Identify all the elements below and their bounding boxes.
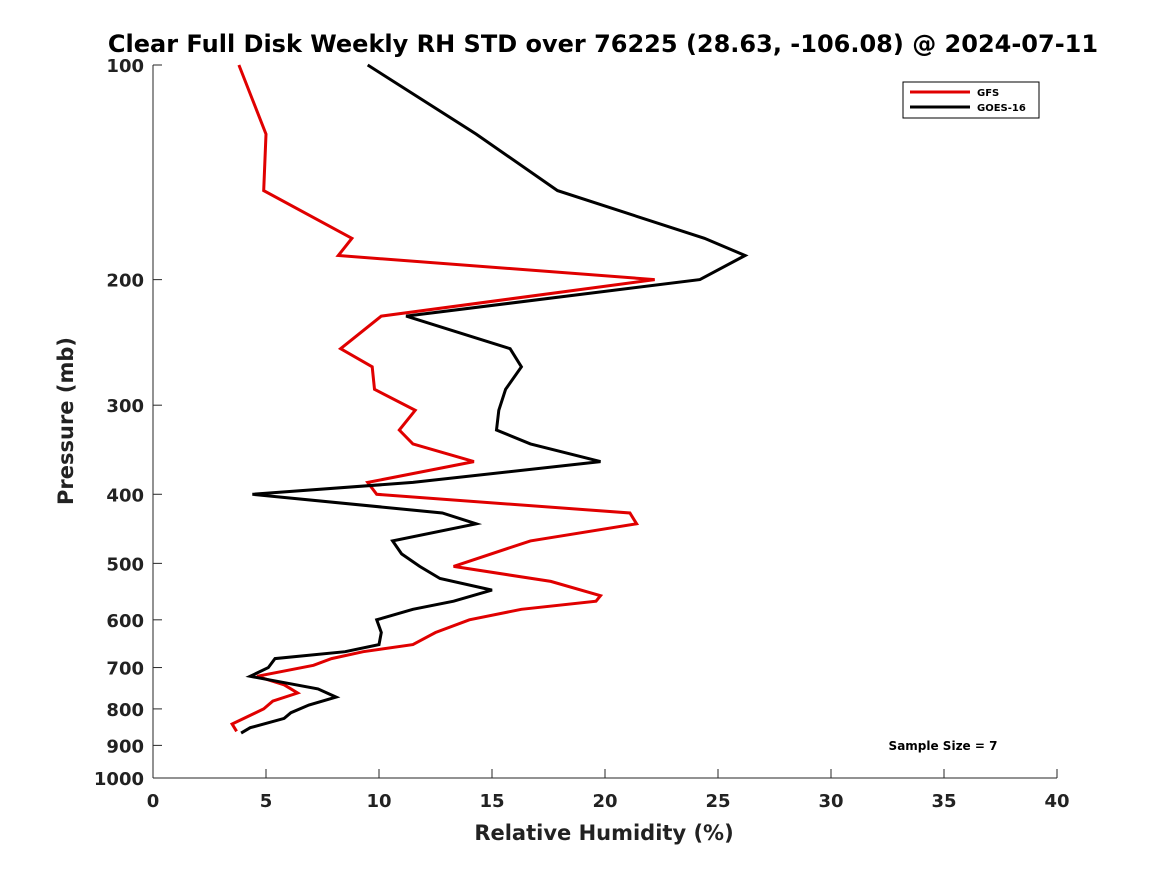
x-tick-label: 5	[260, 791, 273, 812]
x-axis-label: Relative Humidity (%)	[474, 821, 733, 845]
plot-area	[153, 65, 1057, 778]
legend-label-goes16: GOES-16	[977, 103, 1026, 114]
x-tick-label: 35	[931, 791, 956, 812]
x-tick-label: 30	[818, 791, 843, 812]
series-line-goes16	[240, 63, 749, 735]
x-tick-label: 20	[592, 791, 617, 812]
x-tick-label: 15	[479, 791, 504, 812]
sample-size-annotation: Sample Size = 7	[889, 739, 998, 753]
x-tick-labels: 0 5 10 15 20 25 30 35 40	[147, 791, 1070, 812]
x-tick-label: 25	[705, 791, 730, 812]
y-tick-label: 700	[106, 659, 144, 680]
chart-title: Clear Full Disk Weekly RH STD over 76225…	[108, 30, 1098, 58]
y-tick-label: 300	[106, 396, 144, 417]
x-tick-label: 40	[1044, 791, 1069, 812]
y-tick-label: 800	[106, 700, 144, 721]
y-tick-label: 500	[106, 554, 144, 575]
y-tick-label: 100	[106, 56, 144, 77]
y-tick-label: 200	[106, 271, 144, 292]
x-tick-label: 10	[366, 791, 391, 812]
y-tick-label: 900	[106, 736, 144, 757]
y-tick-label: 1000	[94, 769, 144, 790]
x-tick-label: 0	[147, 791, 160, 812]
legend-box	[902, 81, 1040, 119]
y-tick-label: 600	[106, 611, 144, 632]
y-tick-labels: 100 200 300 400 500 600 700 800 900 1000	[94, 56, 144, 790]
series-layer	[229, 63, 749, 735]
y-tick-label: 400	[106, 485, 144, 506]
legend-label-gfs: GFS	[977, 88, 999, 99]
legend: GFS GOES-16	[902, 81, 1040, 119]
y-axis-label: Pressure (mb)	[54, 337, 78, 505]
